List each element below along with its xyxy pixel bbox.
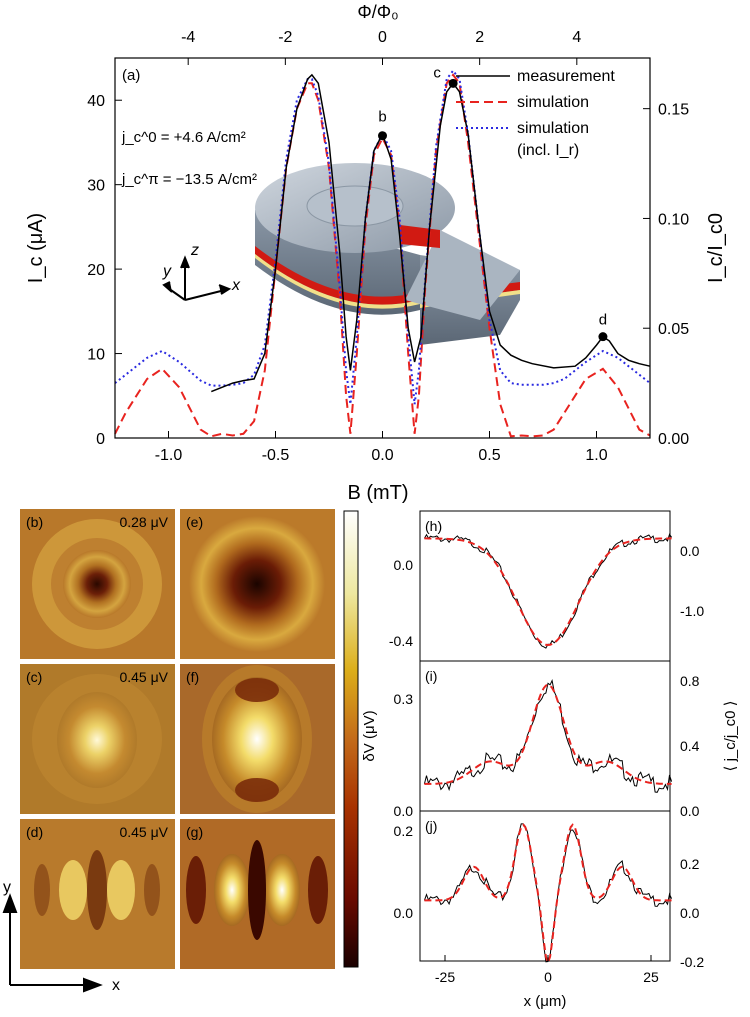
coordinate-axes-glyph [162, 255, 232, 301]
panel-d-label: (d) [26, 824, 43, 840]
linescan-x-label: x (μm) [524, 993, 567, 1010]
i-right-tick-0: 0.8 [680, 673, 700, 689]
y-tick-label: 20 [87, 262, 105, 279]
series-measurement [211, 73, 651, 393]
i-left-tick-1: 0.0 [394, 803, 414, 819]
bottom-axis-label: B (mT) [347, 482, 408, 504]
panel-b-value: 0.28 μV [119, 514, 168, 530]
linescan-right-label: ⟨ j_c/j_c0 ⟩ [722, 701, 739, 772]
top-axis-label: Φ/Φ₀ [357, 2, 398, 22]
scan-j-measured [423, 823, 673, 963]
x-tick-0: -25 [435, 969, 455, 985]
legend-sublabel-ir: (incl. I_r) [517, 142, 579, 159]
linescan-curves [423, 533, 673, 966]
marker-label-d: d [599, 312, 607, 329]
scan-i-measured [423, 679, 673, 793]
right-tick-label: 0.00 [658, 431, 689, 448]
coord-label-y: y [162, 263, 172, 280]
x-tick-label: 0.0 [371, 447, 393, 464]
panel-c-label: (c) [26, 669, 42, 685]
scan-h-simulated [424, 537, 672, 647]
legend-label-simulation-ir: simulation [517, 120, 589, 137]
marker-label-b: b [378, 109, 386, 126]
left-axis-label: I_c (μA) [25, 213, 47, 283]
panel-b-label: (b) [26, 514, 43, 530]
y-tick-label: 10 [87, 347, 105, 364]
arrow-label-y: y [3, 879, 11, 896]
scan-i-simulated [424, 683, 672, 785]
scan-h-measured [423, 533, 673, 649]
linescan-left-label: δV (μV) [361, 710, 378, 761]
right-tick-label: 0.05 [658, 321, 689, 338]
panel-g-label: (g) [186, 824, 203, 840]
colorbar [343, 510, 359, 968]
top-tick-label: 4 [572, 29, 581, 46]
y-tick-label: 0 [96, 431, 105, 448]
marker-point-b [378, 131, 387, 141]
j-right-tick-0: 0.2 [680, 856, 700, 872]
i-right-tick-1: 0.4 [680, 738, 700, 754]
main-tick-layer: -1.0 -0.5 0.0 0.5 1.0 0 10 20 30 40 -4 -2 0 2 4 0.00 0.0… [87, 29, 689, 464]
panel-i-label: (i) [425, 668, 437, 684]
right-tick-label: 0.10 [658, 211, 689, 228]
x-tick-label: 0.5 [478, 447, 500, 464]
x-tick-label: -0.5 [262, 447, 290, 464]
x-tick-label: -1.0 [155, 447, 183, 464]
legend-label-measurement: measurement [517, 68, 615, 85]
device-illustration [255, 163, 520, 345]
h-right-tick-0: 0.0 [680, 543, 700, 559]
top-tick-label: -2 [278, 29, 292, 46]
legend: measurement simulation simulation (incl.… [456, 68, 615, 159]
image-panels: (b) 0.28 μV (e) (c) 0.45 μV (f) (d) 0.45… [2, 509, 359, 994]
j-right-tick-1: 0.0 [680, 905, 700, 921]
panel-i-frame [419, 660, 671, 812]
panel-a-label: (a) [122, 67, 140, 84]
annotation-jpi: j_c^π = −13.5 A/cm² [121, 171, 257, 188]
xy-arrows [2, 893, 103, 993]
h-right-tick-1: -1.0 [680, 603, 704, 619]
x-tick-2: 25 [643, 969, 659, 985]
legend-label-simulation: simulation [517, 94, 589, 111]
linescan-plots: (h) (i) (j) 0.0 -0.4 0.0 -1.0 0.3 0.0 0.… [361, 510, 739, 1010]
top-tick-label: 2 [475, 29, 484, 46]
scan-j-simulated [424, 823, 672, 966]
panel-j-frame [419, 810, 671, 962]
i-left-tick-0: 0.3 [394, 691, 414, 707]
j-left-tick-1: 0.0 [394, 905, 414, 921]
x-tick-label: 1.0 [585, 447, 607, 464]
i-right-tick-2: 0.0 [680, 803, 700, 819]
panel-j-label: (j) [425, 818, 437, 834]
j-right-tick-2: -0.2 [680, 954, 704, 970]
y-tick-label: 40 [87, 93, 105, 110]
y-tick-label: 30 [87, 178, 105, 195]
panel-d-value: 0.45 μV [119, 824, 168, 840]
annotation-j0: j_c^0 = +4.6 A/cm² [121, 129, 246, 146]
arrow-label-x: x [112, 977, 120, 994]
right-axis-label: I_c/I_c0 [705, 213, 727, 283]
right-tick-label: 0.15 [658, 102, 689, 119]
marker-label-c: c [433, 64, 441, 81]
marker-point-c [448, 78, 458, 88]
coord-label-x: x [231, 277, 241, 294]
coord-label-z: z [190, 242, 199, 259]
top-tick-label: -4 [181, 29, 195, 46]
h-left-tick-1: -0.4 [389, 633, 413, 649]
panel-f-label: (f) [186, 669, 199, 685]
j-left-tick-0: 0.2 [394, 823, 414, 839]
panel-h-label: (h) [425, 518, 442, 534]
top-tick-label: 0 [378, 29, 387, 46]
panel-c-value: 0.45 μV [119, 669, 168, 685]
panel-h-frame [419, 510, 671, 662]
h-left-tick-0: 0.0 [394, 557, 414, 573]
panel-e-label: (e) [186, 514, 203, 530]
marker-point-d [598, 332, 608, 342]
x-tick-1: 0 [544, 969, 552, 985]
main-marker-layer: b c d [378, 64, 608, 342]
